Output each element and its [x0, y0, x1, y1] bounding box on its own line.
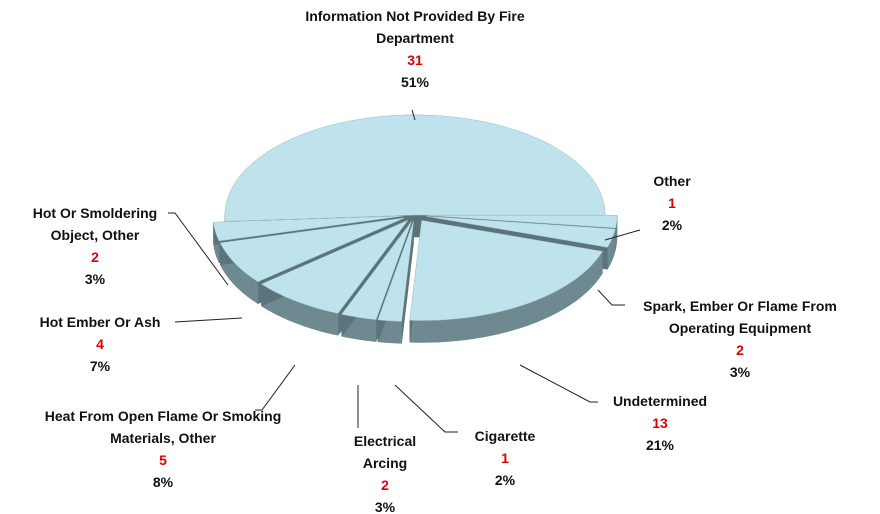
slice [224, 114, 606, 222]
leader-line [168, 212, 229, 286]
percent-label: 51% [400, 74, 430, 90]
leader-line [255, 364, 296, 411]
leader-line [411, 109, 416, 121]
slice-side [550, 289, 559, 317]
percent-label: 2% [661, 217, 683, 233]
percent-label: 7% [89, 358, 111, 374]
slice-side [312, 306, 321, 332]
percent-label: 3% [729, 364, 751, 380]
slice-side [511, 305, 521, 331]
slice-side [320, 308, 330, 334]
slice-side [466, 315, 477, 340]
slice-side [367, 318, 377, 342]
slice-side [557, 285, 565, 313]
category-label: Other [653, 173, 691, 189]
category-label: Spark, Ember Or Flame From Operating Equ… [643, 298, 837, 336]
slice-side [448, 318, 459, 342]
slice-label: Spark, Ember Or Flame From Operating Equ… [620, 295, 860, 383]
category-label: Hot Ember Or Ash [39, 314, 161, 330]
slice-side [570, 278, 577, 305]
slice-side [393, 320, 402, 344]
slice-label: Electrical Arcing 2 3% [340, 430, 430, 514]
slice-side [358, 317, 368, 341]
slice-label: Hot Ember Or Ash 4 7% [15, 311, 185, 377]
percent-label: 8% [152, 474, 174, 490]
slice [426, 215, 618, 229]
slice-side [543, 293, 552, 320]
slice-side [528, 299, 537, 326]
slice-label: Hot Or Smoldering Object, Other 2 3% [10, 202, 180, 290]
category-label: Hot Or Smoldering Object, Other [32, 205, 158, 243]
slice-side [246, 273, 253, 301]
slice-label: Undetermined 13 21% [595, 390, 725, 456]
slice-side [536, 296, 545, 323]
leader-line [394, 384, 458, 433]
category-label: Undetermined [612, 393, 708, 409]
slice-label: Cigarette 1 2% [455, 425, 555, 491]
slice-side [457, 317, 468, 341]
slice-side [419, 320, 430, 343]
count-label: 2 [91, 249, 99, 265]
count-label: 4 [96, 336, 104, 352]
count-label: 2 [381, 477, 389, 493]
slice-side [296, 300, 305, 327]
slice [377, 221, 414, 322]
category-label: Information Not Provided By Fire Departm… [305, 8, 525, 46]
category-label: Cigarette [474, 428, 536, 444]
slice-side [236, 265, 243, 293]
slice-label: Information Not Provided By Fire Departm… [300, 5, 530, 93]
slice-label: Heat From Open Flame Or Smoking Material… [33, 405, 293, 493]
leader-line [604, 229, 641, 241]
slice-side [241, 269, 248, 297]
count-label: 5 [159, 452, 167, 468]
slice-side [281, 294, 289, 321]
slice [341, 221, 412, 320]
slice [409, 220, 603, 321]
percent-label: 3% [84, 271, 106, 287]
count-label: 2 [736, 342, 744, 358]
slice [219, 217, 405, 282]
category-label: Heat From Open Flame Or Smoking Material… [44, 408, 282, 446]
category-label: Electrical Arcing [353, 433, 417, 471]
slice-side [251, 277, 259, 305]
slice-side [385, 320, 394, 344]
slice-label: Other 1 2% [632, 170, 712, 236]
count-label: 31 [407, 52, 423, 68]
slice-side [485, 312, 495, 337]
slice-side [428, 319, 439, 343]
slice-side [476, 314, 486, 339]
percent-label: 3% [374, 499, 396, 514]
count-label: 1 [501, 450, 509, 466]
slice [260, 219, 409, 314]
leader-line [597, 289, 625, 306]
slice-side [303, 303, 313, 330]
slice [213, 215, 404, 242]
percent-label: 21% [645, 437, 675, 453]
slice-side [288, 297, 297, 324]
count-label: 13 [652, 415, 668, 431]
slice-side [438, 319, 449, 343]
slice-side [520, 302, 529, 329]
leader-line [519, 364, 598, 403]
percent-label: 2% [494, 472, 516, 488]
slice-side [564, 282, 571, 309]
leader-line [174, 317, 243, 323]
slice-side [328, 311, 339, 336]
slice-side [503, 308, 513, 334]
count-label: 1 [668, 195, 676, 211]
slice-side [494, 310, 504, 336]
